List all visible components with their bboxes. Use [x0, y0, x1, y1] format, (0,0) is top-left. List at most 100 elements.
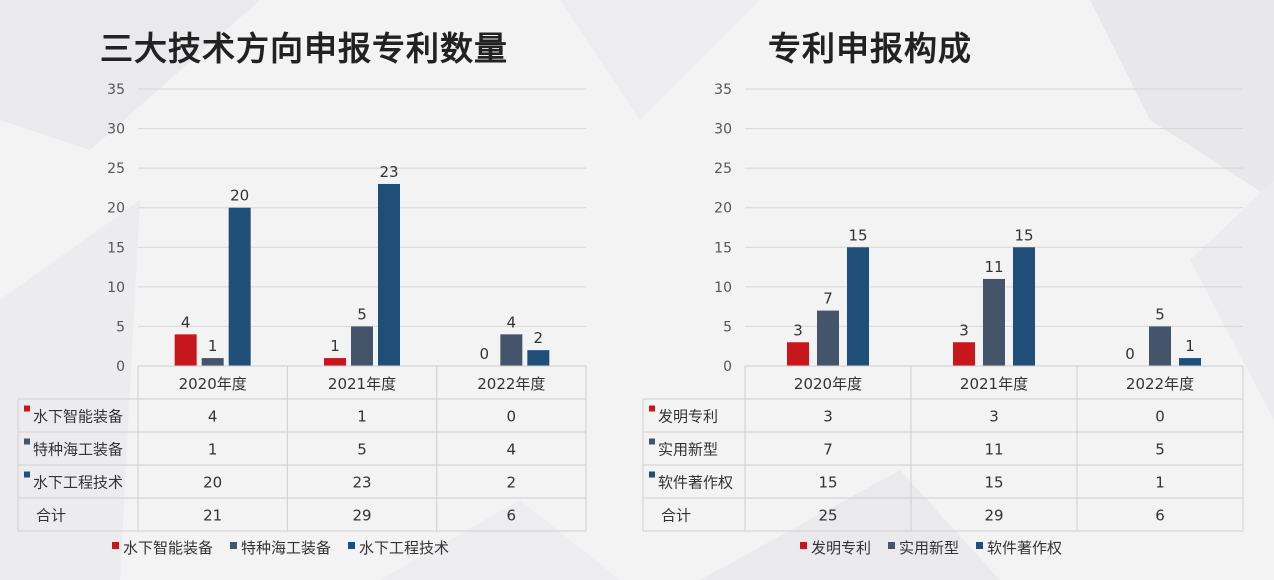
- y-tick-label: 0: [116, 359, 125, 375]
- data-label: 0: [480, 345, 490, 363]
- table-cell: 23: [352, 474, 371, 492]
- table-cell: 11: [984, 441, 1003, 459]
- row-series-name: 实用新型: [658, 441, 718, 459]
- category-label: 2020年度: [179, 375, 247, 393]
- total-cell: 21: [203, 507, 222, 525]
- bar: [1179, 358, 1201, 366]
- y-tick-label: 35: [714, 82, 732, 98]
- bar: [351, 326, 373, 366]
- bar: [228, 207, 251, 366]
- y-tick-label: 35: [107, 82, 125, 98]
- row-series-name: 特种海工装备: [33, 441, 123, 459]
- table-cell: 3: [823, 408, 833, 426]
- bar: [787, 342, 809, 366]
- left-chart-title: 三大技术方向申报专利数量: [100, 29, 508, 68]
- data-label: 1: [330, 337, 340, 355]
- data-label: 4: [507, 313, 517, 331]
- table-cell: 20: [203, 474, 222, 492]
- legend-swatch: [348, 542, 355, 549]
- legend-label: 水下智能装备: [123, 539, 213, 557]
- y-tick-label: 0: [723, 359, 732, 375]
- row-legend-key: [649, 405, 655, 412]
- table-cell: 4: [208, 408, 218, 426]
- row-legend-key: [649, 471, 655, 478]
- data-label: 11: [984, 258, 1003, 276]
- table-cell: 5: [357, 441, 367, 459]
- row-legend-key: [24, 405, 30, 412]
- category-label: 2022年度: [1126, 375, 1194, 393]
- y-tick-label: 10: [714, 280, 732, 296]
- data-label: 4: [181, 313, 191, 331]
- row-legend-key: [649, 438, 655, 445]
- data-label: 1: [208, 337, 218, 355]
- y-tick-label: 5: [116, 319, 125, 335]
- row-legend-key: [24, 438, 30, 445]
- table-cell: 1: [1155, 474, 1165, 492]
- category-label: 2021年度: [328, 375, 396, 393]
- table-cell: 7: [823, 441, 833, 459]
- y-tick-label: 30: [714, 122, 732, 138]
- total-cell: 29: [352, 507, 371, 525]
- y-tick-label: 15: [714, 240, 732, 256]
- bar: [983, 278, 1005, 366]
- y-tick-label: 25: [714, 161, 732, 177]
- legend-swatch: [112, 542, 119, 549]
- row-series-name: 软件著作权: [658, 474, 733, 492]
- legend-label: 发明专利: [811, 539, 871, 557]
- bar: [201, 358, 224, 366]
- row-series-name: 发明专利: [658, 408, 718, 426]
- legend-label: 实用新型: [899, 539, 959, 557]
- bar: [324, 358, 346, 366]
- table-cell: 0: [1155, 408, 1165, 426]
- row-series-name: 水下工程技术: [33, 474, 123, 492]
- y-tick-label: 5: [723, 319, 732, 335]
- legend-swatch: [800, 542, 807, 549]
- total-row-label: 合计: [661, 507, 691, 525]
- table-cell: 15: [818, 474, 837, 492]
- y-tick-label: 30: [107, 122, 125, 138]
- y-tick-label: 25: [107, 161, 125, 177]
- bar: [1013, 247, 1035, 366]
- right-chart-title: 专利申报构成: [768, 29, 972, 68]
- data-label: 2: [534, 329, 544, 347]
- category-label: 2022年度: [477, 375, 545, 393]
- bar: [817, 310, 839, 366]
- legend-label: 特种海工装备: [241, 539, 331, 557]
- table-cell: 4: [507, 441, 517, 459]
- table-cell: 5: [1155, 441, 1165, 459]
- bar: [527, 350, 550, 366]
- bar: [1149, 326, 1171, 366]
- category-label: 2020年度: [794, 375, 862, 393]
- data-label: 5: [357, 305, 367, 323]
- table-cell: 0: [507, 408, 517, 426]
- total-cell: 6: [1155, 507, 1165, 525]
- legend-swatch: [230, 542, 237, 549]
- legend-label: 软件著作权: [987, 539, 1062, 557]
- bar: [174, 334, 197, 366]
- table-cell: 2: [507, 474, 517, 492]
- data-label: 23: [379, 163, 398, 181]
- data-label: 20: [230, 187, 249, 205]
- legend-swatch: [976, 542, 983, 549]
- data-label: 0: [1125, 345, 1135, 363]
- legend-label: 水下工程技术: [359, 539, 449, 557]
- y-tick-label: 20: [107, 201, 125, 217]
- data-label: 5: [1155, 305, 1165, 323]
- bar: [378, 183, 400, 366]
- data-label: 1: [1185, 337, 1195, 355]
- category-label: 2021年度: [960, 375, 1028, 393]
- total-cell: 25: [818, 507, 837, 525]
- data-label: 3: [793, 321, 803, 339]
- table-cell: 1: [357, 408, 367, 426]
- row-legend-key: [24, 471, 30, 478]
- data-label: 7: [823, 290, 833, 308]
- total-row-label: 合计: [36, 507, 66, 525]
- y-tick-label: 20: [714, 201, 732, 217]
- table-cell: 3: [989, 408, 999, 426]
- data-label: 15: [1014, 226, 1033, 244]
- bar: [953, 342, 975, 366]
- y-tick-label: 15: [107, 240, 125, 256]
- data-label: 15: [848, 226, 867, 244]
